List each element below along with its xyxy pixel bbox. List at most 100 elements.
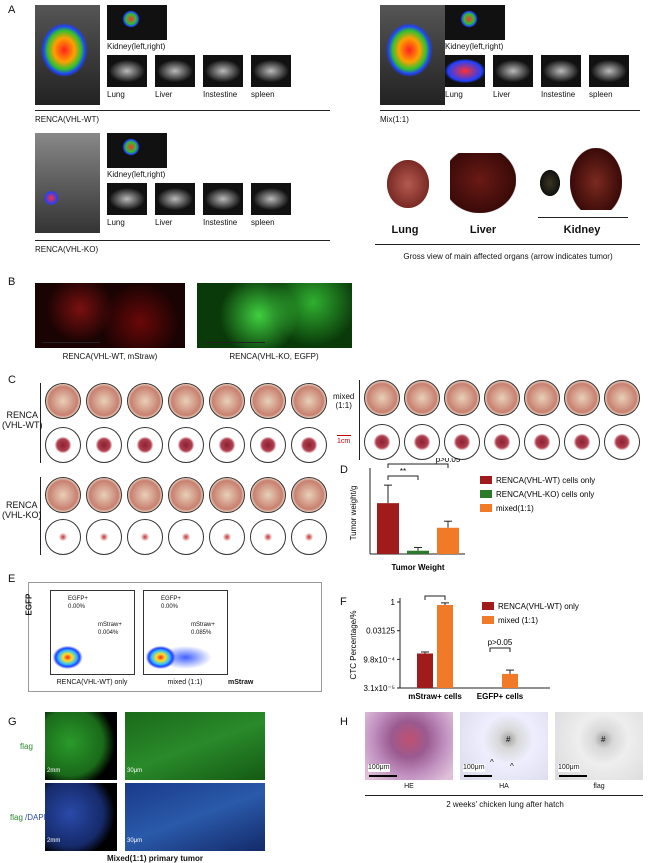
- y-tick-label: 3.1x10⁻⁵: [363, 684, 395, 693]
- panel-label: A: [8, 4, 16, 16]
- tumor-photo: [564, 380, 600, 416]
- organ-image: [107, 183, 147, 215]
- legend-swatch: [480, 476, 492, 484]
- mouse-image: [35, 5, 100, 105]
- tumor-photo: [484, 380, 520, 416]
- organ-image: [445, 55, 485, 87]
- micrograph: [125, 783, 265, 851]
- legend-swatch: [482, 602, 494, 610]
- panel-label: B: [8, 276, 16, 288]
- legend-label: RENCA(VHL-KO) cells only: [496, 490, 594, 499]
- tumor-photo: [45, 383, 81, 419]
- panel-label: C: [8, 374, 16, 386]
- label: HE: [404, 783, 414, 790]
- label: EGFP: [24, 593, 34, 616]
- chart: Tumor weight/g ** p>0.05 Tumor Weight RENCA(…: [349, 458, 595, 572]
- tumor-photo: [250, 383, 286, 419]
- scale-bar: [464, 775, 492, 777]
- divider: [40, 383, 41, 463]
- bracket: [387, 463, 449, 468]
- label: /DAPI: [25, 813, 46, 822]
- label: Liver: [469, 224, 497, 236]
- organ-image: [589, 55, 629, 87]
- organ-photo: [570, 148, 622, 210]
- label: Kidney: [563, 224, 601, 236]
- organ-image: [203, 183, 243, 215]
- label: 30μm: [127, 838, 143, 844]
- tumor-photo: [250, 519, 286, 555]
- label: mixed (1:1): [167, 679, 203, 686]
- y-tick-label: 1: [391, 598, 396, 607]
- micrograph: [125, 712, 265, 780]
- label: spleen: [251, 90, 275, 99]
- label: Mix(1:1): [380, 115, 409, 124]
- tumor-photo: [168, 427, 204, 463]
- annotation: **: [400, 467, 406, 476]
- bracket: [489, 647, 511, 652]
- label: 1cm: [337, 438, 351, 445]
- label: flag: [593, 783, 605, 790]
- tumor-photo: [291, 427, 327, 463]
- tumor-photo: [127, 383, 163, 419]
- label: Instestine: [203, 90, 238, 99]
- label: 2mm: [47, 768, 61, 774]
- y-tick-label: 9.8x10⁻⁴: [363, 655, 395, 664]
- organ-photo: [540, 170, 560, 196]
- label: Kidney(left,right): [445, 42, 504, 51]
- y-tick-label: 0.03125: [366, 627, 395, 636]
- divider: [40, 477, 41, 555]
- error-bar: [421, 651, 429, 654]
- label: 100μm: [463, 764, 485, 773]
- tumor-photo: [291, 477, 327, 513]
- tumor-photo: [209, 383, 245, 419]
- error-bar: [506, 669, 514, 674]
- label: EGFP+: [161, 596, 181, 602]
- label: 30μm: [127, 768, 143, 774]
- label: Gross view of main affected organs (arro…: [403, 252, 613, 261]
- label: Mixed(1:1) primary tumor: [106, 854, 204, 863]
- scale-bar: [337, 435, 351, 436]
- tumor-photo: [564, 424, 600, 460]
- scale-bar: [369, 775, 397, 777]
- divider: [375, 244, 640, 245]
- micrograph: [45, 712, 117, 780]
- panel-label: H: [340, 716, 348, 728]
- tumor-photo: [444, 424, 480, 460]
- label: RENCA(VHL-KO): [35, 245, 99, 254]
- label: Kidney(left,right): [107, 42, 166, 51]
- scale-bar: [559, 775, 587, 777]
- tumor-photo: [168, 477, 204, 513]
- tumor-photo: [45, 519, 81, 555]
- organ-image: [251, 55, 291, 87]
- legend-label: RENCA(VHL-WT) only: [498, 602, 579, 611]
- label: 2mm: [47, 838, 61, 844]
- panel-label: F: [340, 596, 347, 608]
- label: ^: [490, 758, 494, 767]
- panel-label: E: [8, 573, 16, 585]
- tumor-photo: [86, 519, 122, 555]
- label: flag: [20, 742, 33, 751]
- tumor-photo: [45, 427, 81, 463]
- tumor-photo: [209, 427, 245, 463]
- bar: [407, 550, 429, 554]
- organ-photo: [450, 153, 516, 213]
- bar: [377, 503, 399, 554]
- tumor-photo: [404, 380, 440, 416]
- label: HA: [499, 783, 509, 790]
- organ-image: [541, 55, 581, 87]
- tumor-photo: [168, 383, 204, 419]
- tumor-photo: [604, 424, 640, 460]
- label: mStraw: [228, 679, 254, 686]
- tumor-photo: [250, 477, 286, 513]
- tumor-photo: [524, 424, 560, 460]
- mouse-image: [380, 5, 445, 105]
- divider: [380, 110, 640, 111]
- label: 0.004%: [98, 630, 119, 636]
- label: Instestine: [203, 218, 238, 227]
- divider: [359, 380, 360, 460]
- legend-swatch: [480, 504, 492, 512]
- tumor-photo: [364, 424, 400, 460]
- tumor-photo: [86, 383, 122, 419]
- tumor-photo: [364, 380, 400, 416]
